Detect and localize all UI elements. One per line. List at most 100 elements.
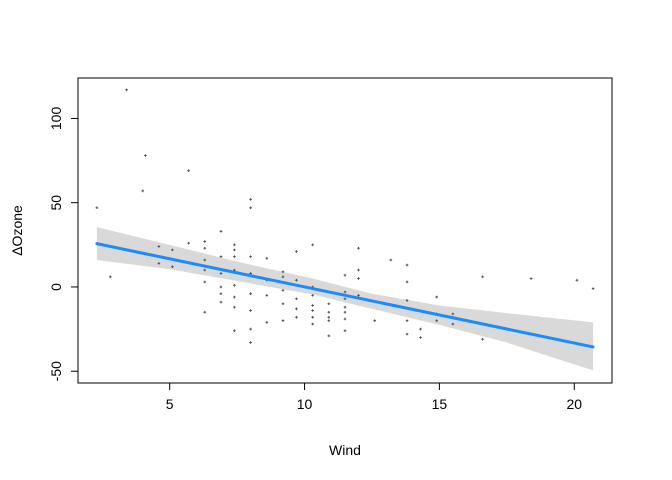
data-point	[219, 292, 223, 295]
data-point	[233, 248, 236, 252]
data-point	[295, 250, 298, 253]
data-point	[187, 241, 190, 245]
data-point	[405, 280, 409, 284]
data-point	[203, 246, 207, 250]
data-point	[327, 334, 331, 338]
data-point	[311, 294, 314, 297]
data-point	[343, 290, 347, 294]
data-point	[203, 240, 207, 243]
data-point	[141, 189, 145, 193]
data-point	[343, 317, 347, 321]
data-point	[233, 329, 236, 333]
data-point	[389, 258, 393, 262]
x-tick-label: 10	[297, 396, 313, 412]
data-point	[233, 295, 236, 299]
data-point	[419, 327, 422, 331]
data-point	[144, 154, 147, 157]
data-point	[311, 315, 314, 319]
data-point	[281, 275, 285, 279]
data-point	[219, 285, 223, 289]
data-points	[95, 88, 595, 344]
fit-line	[95, 242, 595, 349]
data-point	[233, 283, 236, 287]
data-point	[219, 300, 223, 304]
data-point	[405, 263, 409, 267]
data-point	[249, 255, 252, 258]
data-point	[281, 289, 285, 292]
data-point	[373, 319, 376, 322]
data-point	[343, 297, 347, 301]
data-point	[233, 255, 236, 258]
x-tick-label: 5	[166, 396, 174, 412]
data-point	[187, 169, 190, 172]
x-axis-title: Wind	[329, 442, 361, 458]
data-point	[203, 268, 207, 272]
data-point	[481, 337, 484, 341]
data-point	[203, 280, 207, 284]
data-point	[591, 287, 595, 290]
y-axis: -50 0 50 100	[48, 107, 79, 381]
data-point	[575, 278, 579, 282]
data-point	[451, 312, 455, 316]
y-tick-label: 100	[48, 107, 64, 131]
data-point	[157, 262, 161, 265]
y-axis-title: ΔOzone	[9, 205, 25, 256]
data-point	[435, 295, 438, 299]
data-point	[435, 319, 438, 322]
data-point	[295, 297, 298, 301]
data-point	[327, 315, 331, 319]
data-point	[357, 246, 360, 250]
data-point	[249, 292, 252, 295]
x-tick-label: 15	[432, 396, 448, 412]
data-point	[451, 322, 455, 326]
data-point	[529, 277, 533, 280]
y-tick-label: 0	[48, 283, 64, 291]
data-point	[219, 272, 223, 275]
x-axis: 5 10 15 20	[166, 382, 582, 412]
data-point	[405, 319, 409, 322]
y-tick-label: -50	[48, 361, 64, 381]
data-point	[311, 304, 314, 307]
data-point	[295, 315, 298, 319]
y-tick-label: 50	[48, 195, 64, 211]
data-point	[171, 248, 174, 252]
data-point	[249, 206, 252, 210]
data-point	[203, 258, 207, 262]
data-point	[265, 321, 269, 324]
data-point	[343, 329, 347, 333]
data-point	[295, 307, 298, 311]
data-point	[343, 305, 347, 309]
data-point	[327, 310, 331, 314]
data-point	[281, 302, 285, 306]
data-point	[95, 206, 99, 210]
data-point	[343, 273, 347, 277]
data-point	[311, 243, 314, 247]
data-point	[157, 245, 161, 248]
data-point	[281, 319, 285, 322]
data-point	[203, 310, 207, 314]
data-point	[343, 310, 347, 314]
data-point	[265, 294, 269, 297]
data-point	[311, 309, 314, 312]
data-point	[233, 243, 236, 247]
data-point	[295, 278, 298, 282]
data-point	[405, 299, 409, 302]
data-point	[249, 198, 252, 201]
data-point	[419, 336, 422, 339]
data-point	[481, 275, 484, 279]
data-point	[249, 327, 252, 331]
data-point	[249, 309, 252, 312]
data-point	[357, 277, 360, 280]
data-point	[281, 270, 285, 274]
data-point	[265, 257, 269, 260]
data-point	[219, 230, 223, 233]
data-point	[249, 341, 252, 344]
data-point	[219, 255, 223, 258]
data-point	[327, 302, 331, 306]
data-point	[125, 88, 128, 92]
data-point	[405, 332, 409, 336]
data-point	[109, 275, 112, 279]
data-point	[357, 268, 360, 272]
data-point	[357, 294, 360, 297]
